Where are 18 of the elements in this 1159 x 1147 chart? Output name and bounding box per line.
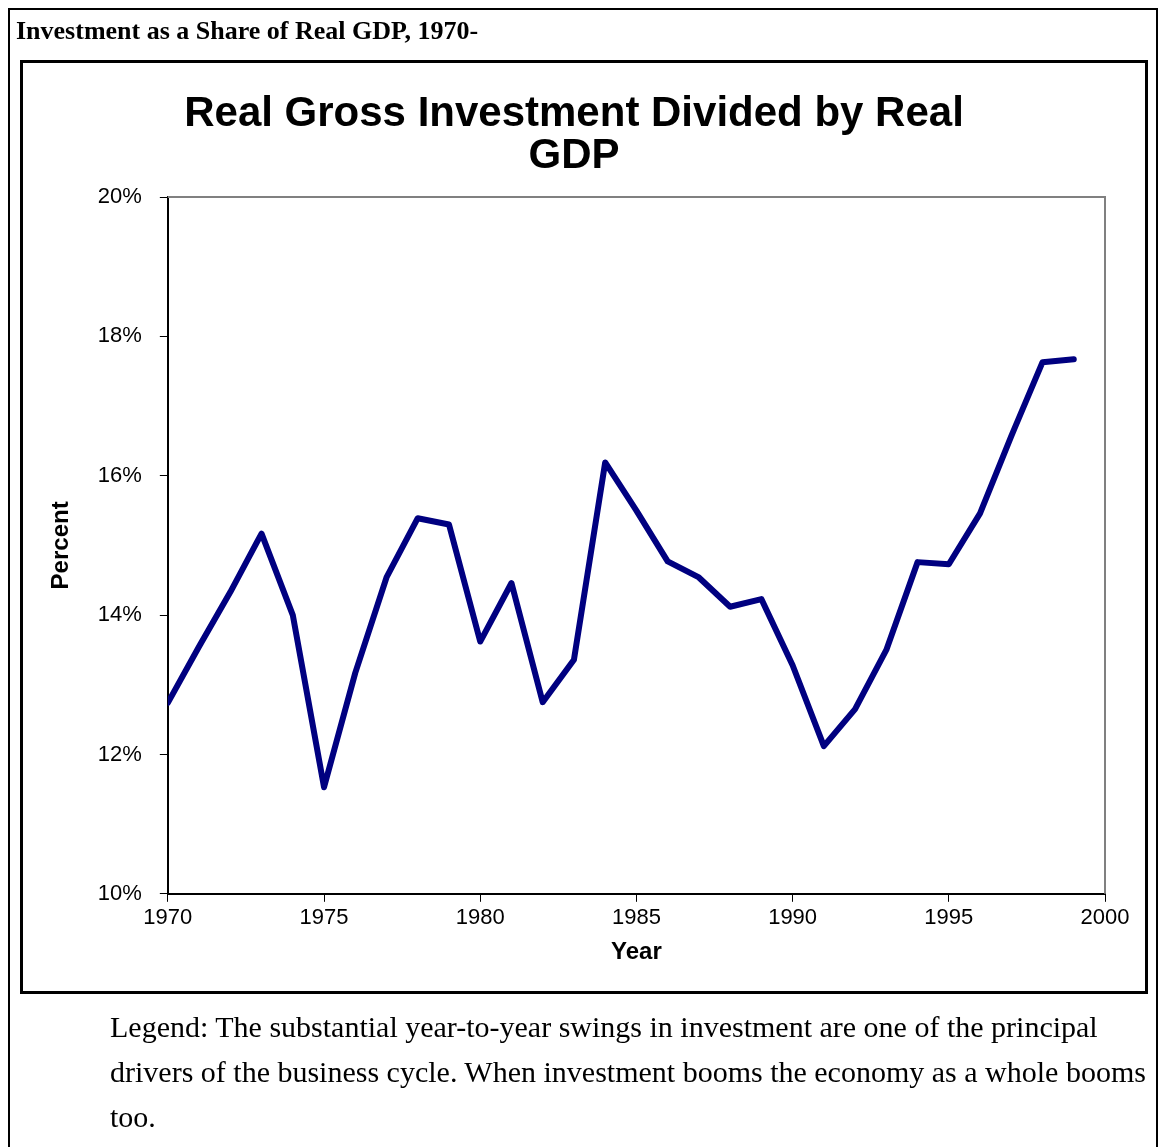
x-tick-label: 1985: [611, 904, 661, 930]
x-tick-label: 1975: [299, 904, 349, 930]
chart-title: Real Gross Investment Divided by Real GDP: [184, 87, 964, 177]
y-tick-label: 16%: [97, 461, 142, 487]
x-axis-title: Year: [611, 937, 662, 965]
text: Legend: The substantial year-to-year swings in investment are one of the principal drivers of the business cycle. When investment booms the economy as a whole booms too.: [109, 1009, 1147, 1135]
y-tick-label: 12%: [97, 740, 142, 766]
x-tick-label: 1970: [143, 904, 193, 930]
y-tick-label: 10%: [97, 879, 142, 905]
x-tick-label: 1990: [768, 904, 818, 930]
text: Investment as a Share of Real GDP, 1970-: [15, 15, 480, 47]
y-tick-label: 14%: [97, 601, 142, 627]
x-tick-label: 2000: [1080, 904, 1130, 930]
y-tick-label: 20%: [97, 183, 142, 209]
x-tick-label: 1980: [455, 904, 505, 930]
y-axis-title: Percent: [46, 501, 74, 590]
y-tick-label: 18%: [97, 322, 142, 348]
x-tick-label: 1995: [924, 904, 974, 930]
